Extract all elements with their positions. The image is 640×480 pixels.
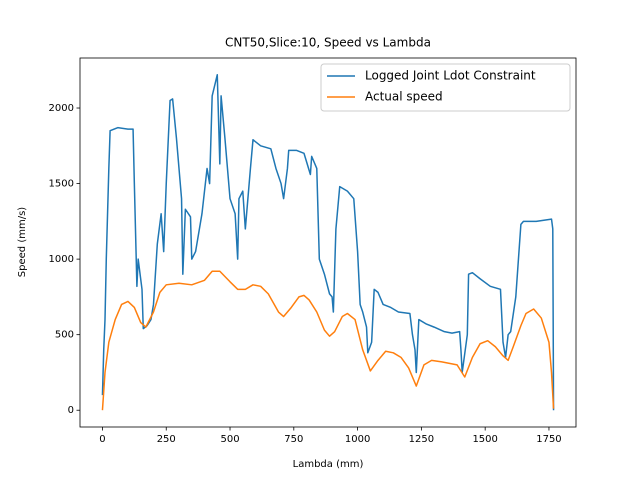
x-tick-label: 500	[220, 434, 239, 445]
y-tick-label: 500	[55, 330, 74, 341]
legend-label: Logged Joint Ldot Constraint	[365, 69, 536, 83]
legend-box	[320, 63, 571, 112]
chart-title: CNT50,Slice:10, Speed vs Lambda	[225, 36, 431, 50]
x-tick-label: 0	[99, 434, 105, 445]
x-tick-label: 1500	[472, 434, 497, 445]
x-tick-label: 1250	[409, 434, 434, 445]
y-tick-label: 2000	[49, 103, 74, 114]
y-axis-label: Speed (mm/s)	[17, 207, 28, 277]
x-tick-label: 750	[284, 434, 303, 445]
x-tick-label: 1750	[536, 434, 561, 445]
series-line	[101, 270, 555, 411]
y-tick-label: 1000	[49, 254, 74, 265]
plot-frame	[79, 57, 577, 428]
y-tick-label: 1500	[49, 179, 74, 190]
series-line	[101, 74, 555, 411]
y-tick-label: 0	[68, 405, 74, 416]
x-tick-label: 250	[157, 434, 176, 445]
x-axis-label: Lambda (mm)	[293, 459, 364, 470]
x-tick-label: 1000	[345, 434, 370, 445]
legend-label: Actual speed	[365, 90, 443, 104]
